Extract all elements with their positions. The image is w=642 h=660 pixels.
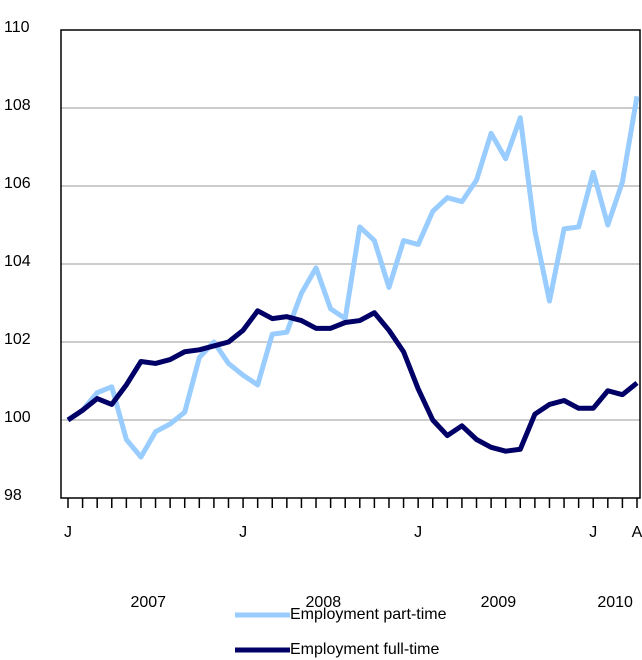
x-tick-label: J xyxy=(589,524,597,541)
y-tick-label: 108 xyxy=(4,97,31,114)
x-tick-label: J xyxy=(414,524,422,541)
year-label: 2010 xyxy=(597,594,633,611)
legend-label: Employment full-time xyxy=(290,641,439,658)
plot-frame xyxy=(60,29,641,499)
y-tick-label: 104 xyxy=(4,253,31,270)
y-tick-label: 110 xyxy=(4,19,30,36)
y-tick-label: 100 xyxy=(4,409,31,426)
year-label: 2007 xyxy=(130,594,166,611)
series-line xyxy=(66,95,640,460)
x-tick-label: A xyxy=(632,524,642,541)
y-tick-label: 102 xyxy=(4,331,31,348)
year-label: 2008 xyxy=(306,594,342,611)
y-tick-label: 98 xyxy=(4,487,22,504)
year-label: 2009 xyxy=(481,594,517,611)
series-line xyxy=(66,308,639,454)
y-tick-label: 106 xyxy=(4,175,31,192)
x-tick-label: J xyxy=(239,524,247,541)
legend-label: Employment part-time xyxy=(290,606,447,623)
x-tick-label: J xyxy=(64,524,72,541)
